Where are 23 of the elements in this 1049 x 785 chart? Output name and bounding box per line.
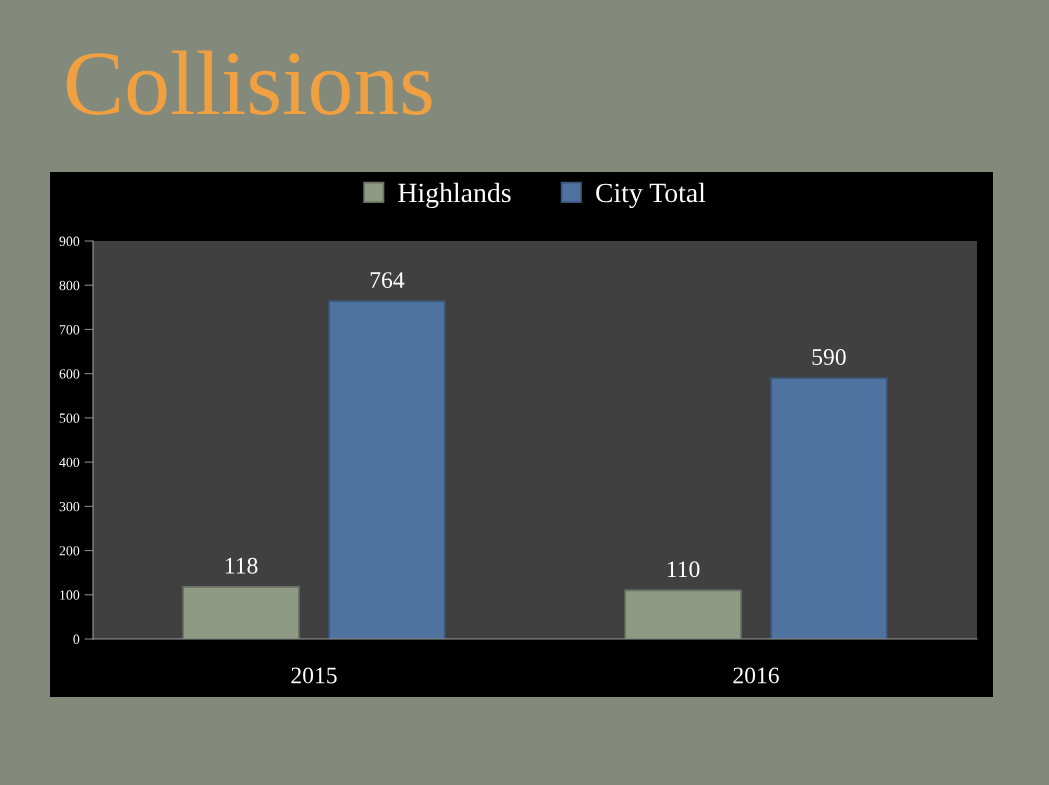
bar [182,585,300,639]
y-tick-label: 800 [59,280,80,291]
legend-label: Highlands [398,182,511,209]
legend-label: City Total [596,182,706,209]
x-tick-label: 2015 [291,667,337,684]
bar [328,300,446,639]
data-label: 118 [225,557,258,574]
data-label: 764 [370,272,405,289]
x-tick-label: 2016 [733,667,779,684]
y-tick-label: 100 [60,590,80,600]
data-label: 110 [667,561,700,578]
y-tick-label: 0 [73,634,80,644]
chart-title: Collisions [66,50,432,115]
data-label: 590 [812,349,846,365]
y-tick-label: 600 [59,369,80,379]
y-tick-label: 900 [59,236,80,246]
y-tick-label: 700 [59,325,80,335]
y-tick-label: 200 [59,546,80,556]
y-tick-label: 400 [59,457,80,468]
bar [770,377,888,639]
y-tick-label: 300 [59,501,80,512]
y-tick-label: 500 [59,413,80,423]
bar [624,589,742,639]
